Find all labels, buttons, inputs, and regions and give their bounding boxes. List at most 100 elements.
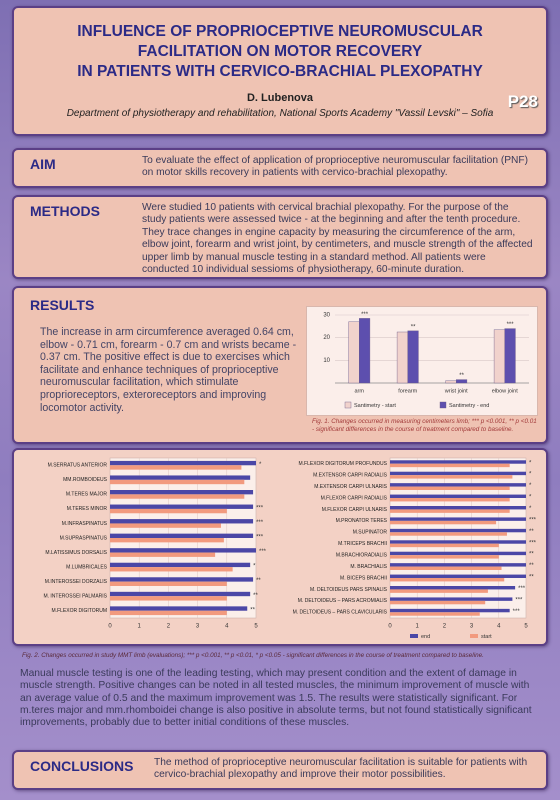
- results-box: RESULTS The increase in arm circumferenc…: [12, 286, 548, 444]
- bar: [110, 504, 254, 509]
- y-tick-label: M. BRACHIALIS: [350, 564, 387, 570]
- bar: [390, 517, 526, 521]
- x-tick-label: 0: [388, 624, 392, 630]
- bar: [390, 543, 499, 548]
- bar: [110, 475, 251, 480]
- legend-swatch: [439, 401, 447, 409]
- bar: [390, 589, 488, 593]
- significance-label: ***: [513, 609, 521, 615]
- results-text: The increase in arm circumference averag…: [40, 326, 297, 414]
- y-tick-label: M.EXTENSOR CARPI RADIALIS: [313, 472, 388, 478]
- significance-label: ***: [361, 312, 369, 318]
- bar: [390, 532, 507, 536]
- author: D. Lubenova: [246, 92, 313, 104]
- y-tick-label: M.PRONATOR TERES: [336, 518, 388, 524]
- x-tick-label: 2: [167, 624, 171, 630]
- figure-1: 10 20 30 arm *** forearm ** wrist joint ** elbow …: [306, 306, 538, 416]
- bar: [390, 494, 526, 498]
- bar: [110, 538, 224, 543]
- significance-label: ***: [256, 505, 264, 511]
- bar: [110, 562, 251, 568]
- bar: [390, 471, 526, 476]
- bar: [390, 506, 526, 510]
- y-tick-label: M.TERES MAJOR: [66, 492, 108, 498]
- figure-2-left: 0 1 2 3 4 5 M.SERRATUS ANTERIOR * MM.ROMBOIDEUS M…: [43, 457, 267, 630]
- legend-label: start: [481, 634, 492, 640]
- methods-text: Were studied 10 patients with cervical b…: [142, 202, 533, 276]
- bar: [110, 479, 245, 485]
- heading: AIM: [30, 156, 56, 172]
- bar: [359, 318, 371, 384]
- x-tick-label: 4: [225, 624, 229, 630]
- bar: [110, 508, 227, 514]
- aim-text: To evaluate the effect of application of…: [142, 155, 529, 179]
- y-tick-label: M.SUPRASPINATUS: [60, 535, 108, 541]
- bar: [110, 596, 227, 601]
- significance-label: *: [259, 462, 262, 468]
- bar: [390, 498, 510, 502]
- conclusions-box: CONCLUSIONS The method of proprioceptive…: [12, 750, 548, 790]
- y-tick-label: M.EXTENSOR CARPI ULNARIS: [314, 484, 387, 490]
- bar: [110, 490, 254, 495]
- figure-caption: Fig. 1. Changes occurred in measuring ce…: [312, 418, 537, 433]
- significance-label: **: [459, 373, 464, 379]
- bar: [390, 578, 505, 582]
- bar: [110, 548, 256, 553]
- significance-label: ***: [518, 586, 526, 592]
- plot-area: [389, 457, 527, 619]
- conclusions-text: The method of proprioceptive neuromuscul…: [154, 757, 528, 781]
- significance-label: **: [253, 593, 258, 599]
- significance-label: ***: [256, 535, 264, 541]
- bar: [390, 528, 526, 533]
- bar: [390, 600, 486, 605]
- bar: [396, 331, 408, 384]
- y-tick-label: M.FLEXOR CARPI ULNARIS: [322, 507, 388, 513]
- x-tick-label: 0: [108, 624, 112, 630]
- bar: [110, 610, 227, 616]
- bar: [390, 612, 480, 616]
- mmt-box: 0 1 2 3 4 5 M.SERRATUS ANTERIOR * MM.ROMBOIDEUS M…: [12, 448, 548, 646]
- significance-label: *: [529, 472, 532, 478]
- y-tick-label: M.SERRATUS ANTERIOR: [48, 463, 108, 469]
- x-tick-label: elbow joint: [492, 388, 518, 394]
- bar: [110, 591, 251, 597]
- significance-label: ***: [529, 540, 537, 546]
- x-tick-label: 3: [196, 624, 200, 630]
- y-tick-label: M.TRICEPS BRACHII: [338, 541, 387, 547]
- significance-label: ***: [529, 517, 537, 523]
- discussion-text: Manual muscle testing is one of the lead…: [20, 668, 532, 729]
- significance-label: *: [529, 483, 532, 489]
- x-tick-label: 1: [416, 624, 420, 630]
- y-tick-label: M.LUMBRICALES: [66, 564, 108, 570]
- y-tick-label: M.BRACHIORADIALIS: [336, 552, 388, 558]
- y-tick-label: M.INFRASPINATUS: [62, 521, 108, 527]
- x-tick-label: wrist joint: [444, 388, 468, 394]
- bar: [110, 581, 227, 586]
- y-tick-label: M.SUPINATOR: [353, 530, 388, 536]
- legend-swatch: [470, 634, 478, 638]
- x-tick-label: forearm: [398, 388, 417, 394]
- bar: [110, 552, 216, 557]
- bar: [390, 574, 526, 578]
- significance-label: ***: [256, 520, 264, 526]
- y-tick-label: M. DELTOIDEUS – PARS ACROMIALIS: [298, 598, 388, 604]
- significance-label: **: [529, 563, 534, 569]
- y-tick-label: MM.ROMBOIDEUS: [63, 477, 108, 483]
- figure-2-right: 0 1 2 3 4 5 M.FLEXOR DIGITORUM PROFUNDUS * M.EXT…: [293, 457, 537, 640]
- bar: [110, 533, 254, 538]
- significance-label: **: [529, 575, 534, 581]
- legend-swatch: [410, 634, 418, 638]
- bar: [390, 608, 510, 613]
- y-tick-label: M. DELTOIDEUS – PARS CLAVICULARIS: [293, 610, 388, 616]
- bar: [390, 483, 526, 487]
- bar: [110, 494, 245, 499]
- bar: [110, 577, 254, 582]
- x-tick-label: 2: [443, 624, 447, 630]
- x-tick-label: 4: [497, 624, 501, 630]
- bar: [390, 551, 526, 556]
- significance-label: *: [529, 495, 532, 501]
- bar: [390, 586, 516, 590]
- y-tick-label: M.FLEXOR DIGITORUM PROFUNDUS: [298, 461, 387, 467]
- y-tick-label: M. INTEROSSEI PALMARIS: [43, 594, 107, 600]
- bar: [456, 379, 468, 384]
